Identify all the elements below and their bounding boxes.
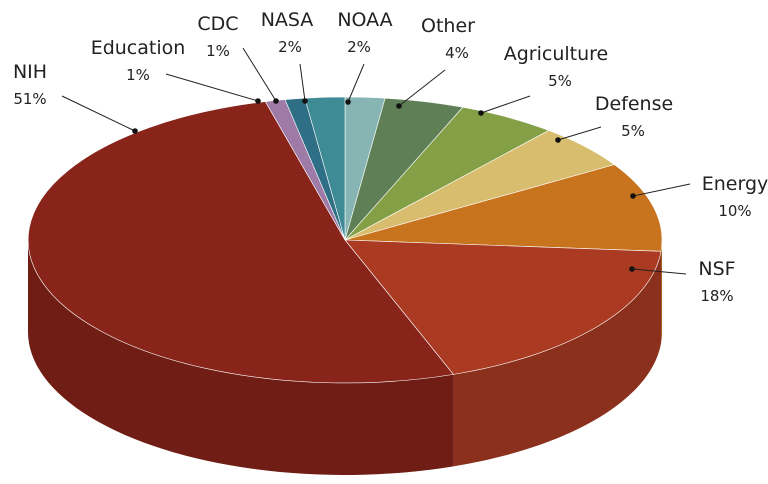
pie-slice-nsf [344, 239, 662, 375]
slice-value-noaa: 2% [347, 38, 371, 56]
slice-value-nasa: 2% [278, 38, 302, 56]
leader-dot-education [255, 98, 261, 104]
pie-slice-nih [27, 101, 454, 384]
leader-dot-nasa [302, 98, 308, 104]
slice-value-other: 4% [445, 44, 469, 62]
pie-side-nih [28, 240, 454, 475]
slice-value-agriculture: 5% [548, 72, 572, 90]
leader-dot-nih [132, 128, 138, 134]
leader-line-noaa [347, 63, 365, 103]
slice-label-nasa: NASA [261, 9, 314, 31]
pie-labels: NOAA 2% Other 4% Agriculture 5% Defense 5% Energ… [13, 9, 768, 305]
slice-label-noaa: NOAA [337, 9, 392, 31]
leader-line-defense [557, 126, 602, 141]
slice-value-education: 1% [126, 66, 150, 84]
leader-dot-other [396, 103, 402, 109]
leader-dot-noaa [345, 99, 351, 105]
slice-label-energy: Energy [702, 173, 768, 195]
slice-label-other: Other [421, 15, 475, 37]
slice-label-education: Education [91, 37, 186, 59]
slice-label-nih: NIH [13, 61, 47, 83]
slice-value-nih: 51% [13, 90, 46, 108]
leader-line-nasa [299, 63, 306, 102]
leader-dot-agriculture [478, 110, 484, 116]
slice-value-energy: 10% [718, 202, 751, 220]
leader-line-agriculture [480, 95, 531, 114]
pie-slice-energy [344, 164, 663, 252]
pie-side-energy [661, 240, 662, 344]
leader-dot-cdc [273, 98, 279, 104]
leader-line-other [398, 69, 446, 107]
pie-side-nsf [453, 251, 661, 467]
leader-line-education [165, 73, 259, 102]
leader-line-cdc [242, 47, 277, 102]
slice-value-nsf: 18% [700, 287, 733, 305]
leader-dot-defense [555, 137, 561, 143]
slice-label-defense: Defense [595, 93, 673, 115]
leader-dot-nsf [629, 266, 635, 272]
slice-value-cdc: 1% [206, 42, 230, 60]
leader-line-energy [632, 183, 691, 197]
pie-slices [27, 96, 663, 384]
leader-dot-energy [630, 193, 636, 199]
slice-label-nsf: NSF [698, 258, 735, 280]
slice-label-agriculture: Agriculture [504, 43, 609, 65]
leader-line-nih [61, 95, 136, 132]
slice-value-defense: 5% [621, 122, 645, 140]
leader-line-nsf [631, 268, 687, 275]
slice-label-cdc: CDC [197, 13, 238, 35]
pie-sides [28, 240, 662, 475]
